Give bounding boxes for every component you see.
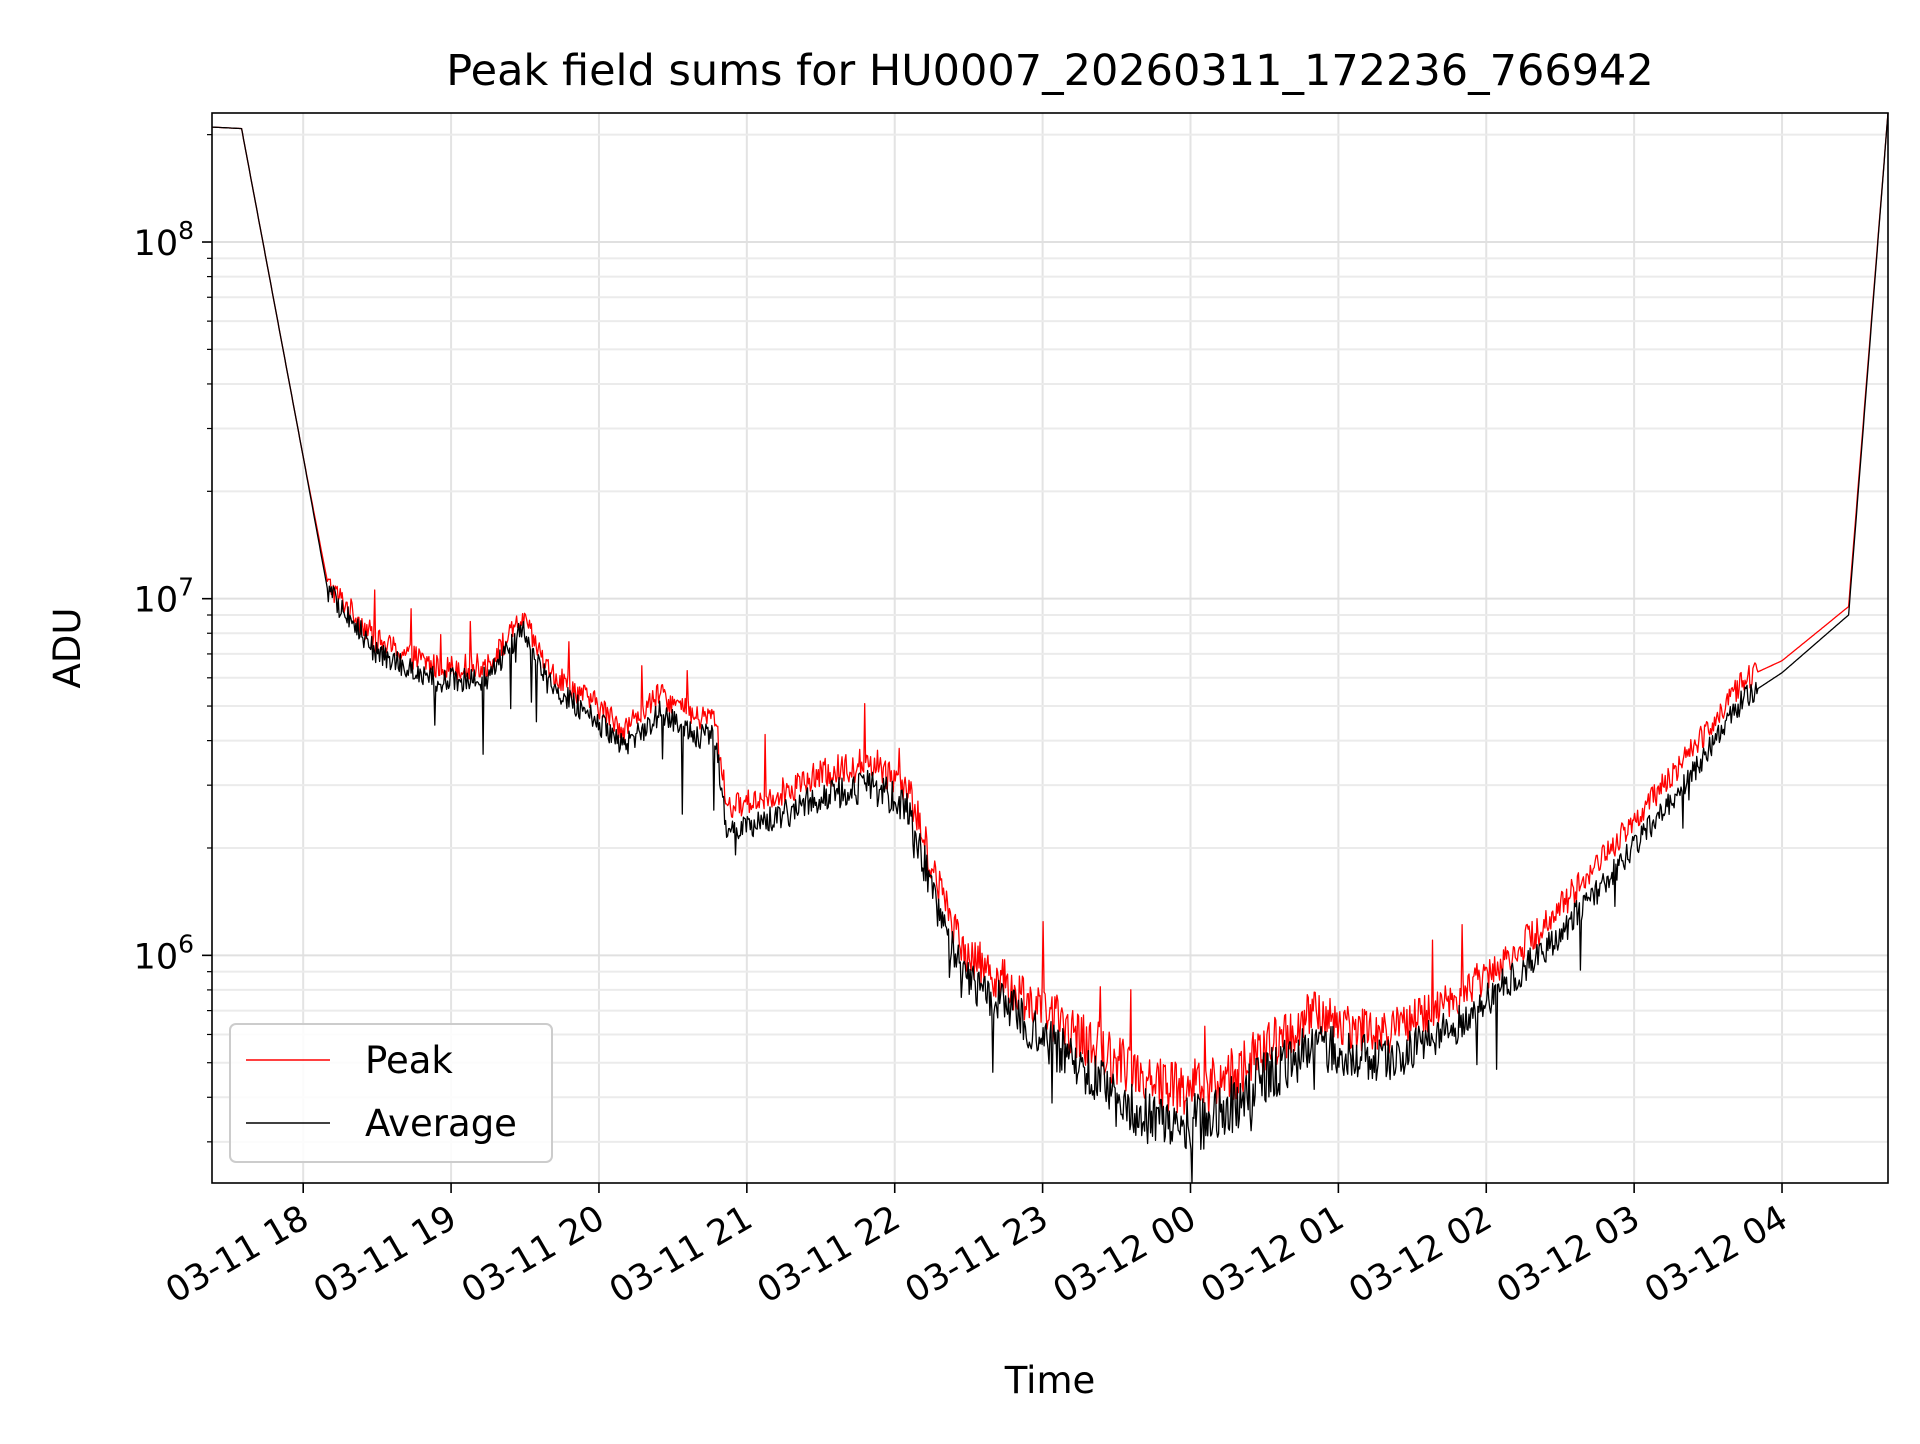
y-tick-exponent: 7 (178, 573, 194, 602)
chart-title: Peak field sums for HU0007_20260311_1722… (446, 46, 1654, 96)
plot-frame (211, 112, 1889, 1184)
y-axis-label: ADU (46, 608, 89, 689)
y-tick-label: 106 (134, 929, 194, 977)
y-tick-base: 10 (134, 581, 179, 621)
series-layer (212, 112, 1889, 1184)
y-tick-label: 108 (134, 216, 194, 264)
legend-label-peak: Peak (365, 1039, 453, 1082)
series-line-average (212, 112, 1889, 1184)
plot-area (212, 113, 1888, 1183)
y-tick-base: 10 (134, 224, 179, 264)
x-axis-label: Time (1004, 1359, 1096, 1402)
y-tick-label: 107 (134, 573, 194, 621)
legend-label-average: Average (365, 1102, 517, 1145)
y-tick-exponent: 8 (178, 216, 194, 245)
y-tick-exponent: 6 (178, 929, 194, 958)
legend-box (229, 1023, 553, 1163)
legend: Peak Average (229, 1023, 553, 1163)
y-tick-base: 10 (134, 937, 179, 977)
